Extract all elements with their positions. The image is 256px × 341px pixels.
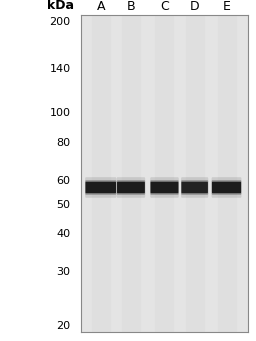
FancyBboxPatch shape <box>181 177 208 198</box>
FancyBboxPatch shape <box>85 180 116 195</box>
FancyBboxPatch shape <box>212 177 241 198</box>
FancyBboxPatch shape <box>150 177 179 198</box>
Text: C: C <box>160 0 169 13</box>
Text: kDa: kDa <box>47 0 74 12</box>
Text: 140: 140 <box>49 64 71 74</box>
Text: 20: 20 <box>57 321 71 331</box>
Text: 80: 80 <box>57 138 71 148</box>
Text: 30: 30 <box>57 267 71 277</box>
FancyBboxPatch shape <box>182 182 208 193</box>
FancyBboxPatch shape <box>181 180 208 195</box>
Text: 60: 60 <box>57 176 71 186</box>
Text: 200: 200 <box>49 17 71 27</box>
FancyBboxPatch shape <box>85 177 116 198</box>
Text: D: D <box>190 0 199 13</box>
Text: 100: 100 <box>50 108 71 118</box>
FancyBboxPatch shape <box>117 180 145 195</box>
FancyBboxPatch shape <box>212 180 241 195</box>
Text: E: E <box>222 0 230 13</box>
Text: 40: 40 <box>57 229 71 239</box>
FancyBboxPatch shape <box>151 182 178 193</box>
FancyBboxPatch shape <box>117 182 145 193</box>
FancyBboxPatch shape <box>212 182 241 193</box>
Text: B: B <box>127 0 135 13</box>
FancyBboxPatch shape <box>86 182 116 193</box>
Text: A: A <box>97 0 105 13</box>
Text: 50: 50 <box>57 200 71 210</box>
FancyBboxPatch shape <box>150 180 179 195</box>
FancyBboxPatch shape <box>117 177 145 198</box>
